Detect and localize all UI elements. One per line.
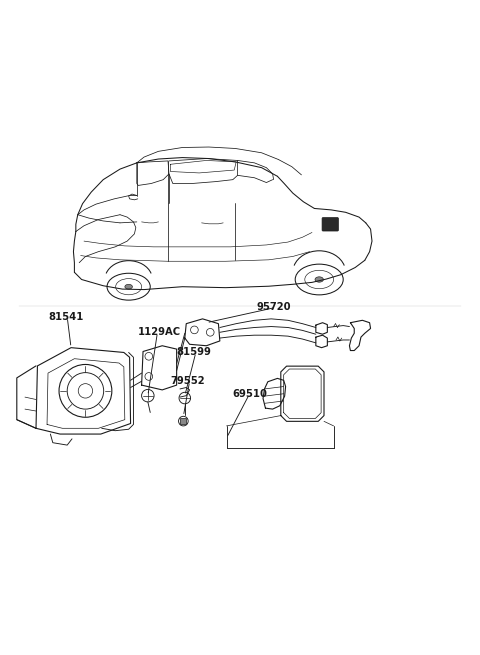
Text: 79552: 79552 [170,376,205,386]
Text: 1129AC: 1129AC [138,328,181,337]
Ellipse shape [315,277,324,282]
Text: 81599: 81599 [177,347,212,358]
FancyBboxPatch shape [322,217,338,231]
Text: 81541: 81541 [48,312,84,322]
Ellipse shape [125,284,132,289]
Text: 95720: 95720 [257,303,291,312]
Bar [180,419,186,424]
Text: 69510: 69510 [232,388,267,399]
